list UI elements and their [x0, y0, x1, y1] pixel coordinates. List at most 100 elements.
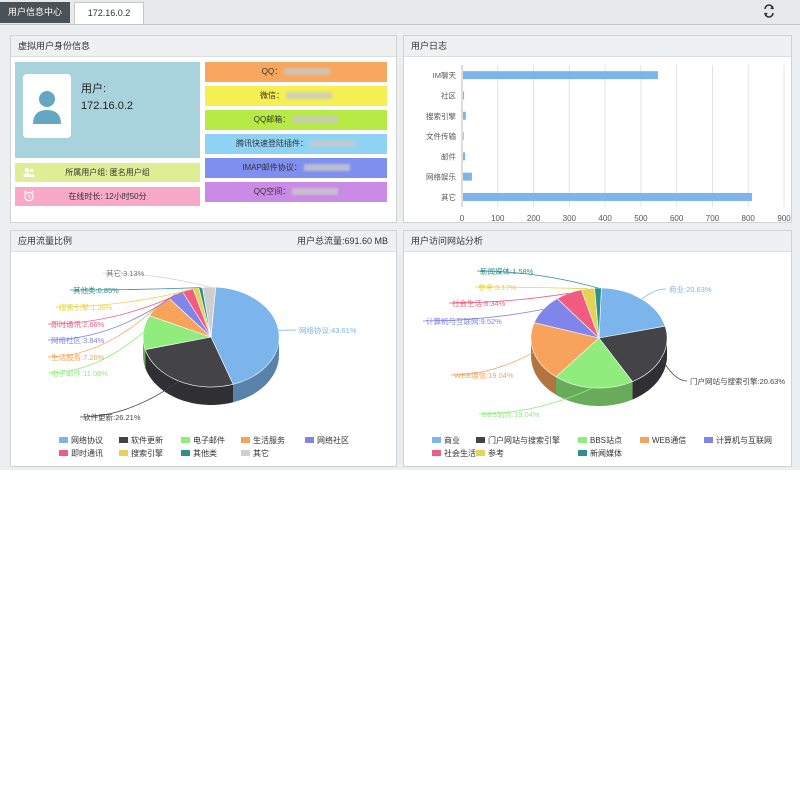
leader-line — [661, 357, 688, 382]
legend-item[interactable]: 商业 — [444, 435, 460, 445]
dashboard: 虚拟用户身份信息 用户: 172.16.0.2 所属用户组: 匿名用户组 — [0, 25, 800, 470]
legend-item[interactable]: 搜索引擎 — [131, 448, 163, 458]
user-log-bar-chart: 0 100 200 300 400 500 600 700 800 900 IM聊天社区搜索引擎文件… — [426, 65, 791, 223]
legend-swatch — [476, 450, 485, 456]
refresh-icon[interactable] — [762, 4, 776, 18]
pie-slice[interactable] — [598, 287, 666, 339]
account-row: QQ邮箱： — [205, 110, 387, 130]
slice-data-label: 即时通讯:2.66% — [51, 319, 105, 329]
bar[interactable] — [463, 91, 465, 100]
app-traffic-pie-chart: 网络协议:43.61% 软件更新:26.21% 电子邮件:11.08% 生活服务:7.… — [47, 268, 357, 458]
legend-swatch — [305, 437, 314, 443]
leader-line — [69, 287, 201, 291]
legend-item[interactable]: 即时通讯 — [71, 448, 103, 458]
y-tick-label: 网络娱乐 — [426, 172, 456, 182]
bar[interactable] — [463, 172, 472, 181]
x-tick-label: 700 — [706, 214, 720, 223]
account-label: QQ空间： — [253, 187, 291, 196]
leader-line — [450, 351, 534, 376]
legend-item[interactable]: BBS站点 — [590, 435, 622, 445]
x-tick-label: 600 — [670, 214, 684, 223]
bar[interactable] — [463, 132, 464, 141]
legend-item[interactable]: 新闻媒体 — [590, 448, 622, 458]
online-time-text: 在线时长: 12小时50分 — [68, 192, 147, 201]
user-card: 用户: 172.16.0.2 — [15, 62, 200, 158]
account-row: QQ： — [205, 62, 387, 82]
account-label: IMAP邮件协议： — [242, 163, 302, 172]
group-icon — [23, 167, 35, 177]
redacted-value — [303, 164, 350, 172]
legend-item[interactable]: 网络协议 — [71, 435, 103, 445]
redacted-value — [284, 68, 331, 76]
site-visits-pie-chart: 商业:20.63% 门户网站与搜索引擎:20.63% BBS站点:19.04% WEB… — [422, 266, 785, 458]
account-label: QQ邮箱： — [253, 115, 291, 124]
user-ip: 172.16.0.2 — [81, 100, 133, 112]
tab-user-center[interactable]: 用户信息中心 — [0, 2, 70, 23]
legend-item[interactable]: 参考 — [488, 448, 504, 458]
slice-data-label: 电子邮件:11.08% — [51, 368, 108, 378]
tab-ip[interactable]: 172.16.0.2 — [74, 2, 144, 24]
legend-item[interactable]: 网络社区 — [317, 435, 349, 445]
legend-item[interactable]: 门户网站与搜索引擎 — [488, 435, 560, 445]
y-tick-label: 社区 — [441, 90, 456, 100]
legend-item[interactable]: 计算机与互联网 — [716, 435, 772, 445]
legend-swatch — [432, 450, 441, 456]
slice-data-label: 软件更新:26.21% — [83, 412, 141, 422]
user-group-bar: 所属用户组: 匿名用户组 — [15, 163, 200, 182]
legend-swatch — [241, 450, 250, 456]
alarm-clock-icon — [23, 190, 35, 202]
pie-slice-side — [556, 376, 633, 406]
redacted-value — [310, 140, 356, 148]
legend-swatch — [578, 437, 587, 443]
x-tick-label: 400 — [598, 214, 612, 223]
x-tick-label: 200 — [527, 214, 541, 223]
slice-data-label: 网络协议:43.61% — [299, 325, 357, 335]
pie-slice-side — [145, 349, 234, 405]
slice-data-label: 其他类:0.85% — [73, 285, 119, 295]
redacted-value — [286, 92, 332, 100]
legend-item[interactable]: 社会生活 — [444, 448, 476, 458]
legend-swatch — [241, 437, 250, 443]
redacted-value — [292, 188, 339, 196]
legend-item[interactable]: WEB通信 — [652, 435, 686, 445]
legend-swatch — [181, 450, 190, 456]
x-tick-label: 800 — [742, 214, 756, 223]
legend-swatch — [476, 437, 485, 443]
leader-line — [47, 332, 144, 374]
leader-line — [47, 305, 158, 358]
avatar — [23, 74, 71, 138]
site-visits-panel: 用户访问网站分析 商业:20.63% 门户网站与搜索引擎:20.63% BBS站点:… — [403, 230, 792, 467]
leader-line — [448, 292, 569, 304]
x-tick-label: 0 — [460, 214, 465, 223]
bar[interactable] — [463, 152, 466, 161]
x-tick-label: 900 — [777, 214, 791, 223]
legend-item[interactable]: 生活服务 — [253, 435, 285, 445]
total-traffic: 用户总流量:691.60 MB — [296, 236, 388, 246]
pie-slice-side — [233, 337, 279, 403]
leader-line — [476, 270, 599, 289]
slice-data-label: WEB通信:19.04% — [454, 370, 514, 380]
legend-item[interactable]: 其它 — [253, 448, 269, 458]
y-tick-label: IM聊天 — [433, 71, 457, 80]
legend-item[interactable]: 其他类 — [193, 448, 217, 458]
account-row: 腾讯快速登陆插件： — [205, 134, 387, 154]
pie-slice[interactable] — [144, 336, 234, 388]
x-tick-label: 300 — [563, 214, 577, 223]
legend-item[interactable]: 软件更新 — [131, 435, 163, 445]
bar[interactable] — [463, 111, 466, 120]
slice-data-label: 其它:3.13% — [106, 268, 145, 278]
redacted-value — [292, 116, 339, 124]
account-row: QQ空间： — [205, 182, 387, 202]
leader-line — [278, 329, 297, 331]
legend-swatch — [640, 437, 649, 443]
slice-data-label: 搜索引擎:1.36% — [59, 302, 113, 312]
pie-slice[interactable] — [598, 325, 668, 382]
leader-line — [79, 380, 180, 418]
bar[interactable] — [463, 192, 753, 201]
user-log-panel: 用户日志 0 100 200 300 400 500 600 700 800 900 IM聊天 社区搜… — [403, 35, 792, 223]
slice-data-label: 参考:3.17% — [478, 282, 517, 292]
legend-item[interactable]: 电子邮件 — [193, 435, 225, 445]
bar[interactable] — [463, 71, 658, 80]
leader-line — [478, 387, 594, 415]
slice-data-label: 商业:20.63% — [669, 284, 712, 294]
